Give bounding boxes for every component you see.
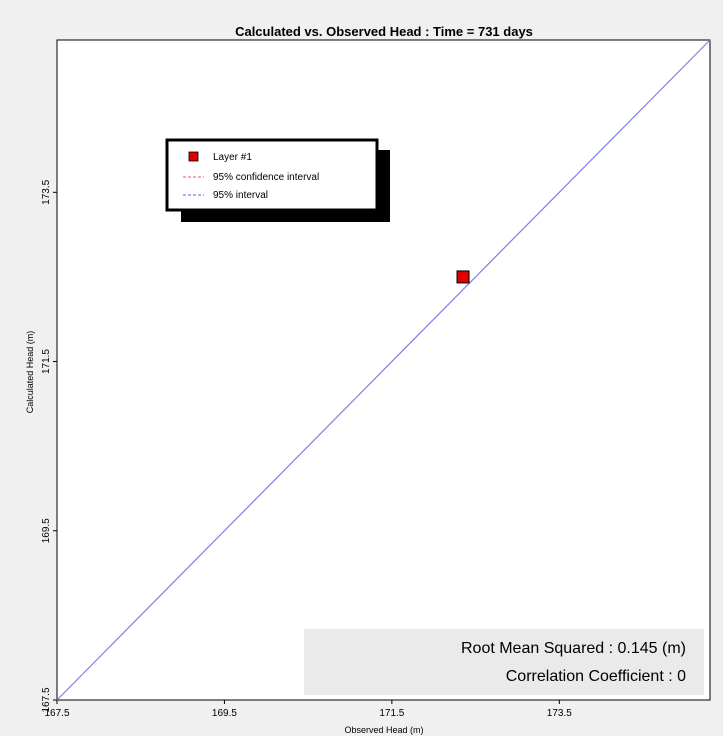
rms-value: Root Mean Squared : 0.145 (m) bbox=[461, 640, 686, 657]
x-tick-label: 171.5 bbox=[379, 708, 404, 719]
y-tick-label: 169.5 bbox=[41, 518, 52, 543]
y-tick-label: 167.5 bbox=[41, 687, 52, 712]
y-axis-label: Calculated Head (m) bbox=[25, 331, 35, 414]
legend-label-interval: 95% interval bbox=[213, 190, 268, 201]
legend-box bbox=[165, 138, 379, 212]
x-axis-label: Observed Head (m) bbox=[344, 725, 423, 735]
x-tick-label: 173.5 bbox=[547, 708, 572, 719]
legend-marker-layer-1 bbox=[188, 151, 199, 162]
stats-background bbox=[304, 629, 704, 695]
one-to-one-reference-line bbox=[56, 39, 711, 701]
legend-label-layer-1: Layer #1 bbox=[213, 152, 252, 163]
x-axis-ticks: 167.5 169.5 171.5 173.5 bbox=[44, 700, 572, 719]
y-axis-ticks: 167.5 169.5 171.5 173.5 bbox=[41, 179, 57, 713]
legend-label-confidence-interval: 95% confidence interval bbox=[213, 172, 319, 183]
data-points bbox=[456, 270, 470, 284]
legend: Layer #1 95% confidence interval 95% int… bbox=[165, 138, 390, 222]
x-tick-label: 169.5 bbox=[212, 708, 237, 719]
chart-title: Calculated vs. Observed Head : Time = 73… bbox=[235, 24, 533, 39]
y-tick-label: 173.5 bbox=[41, 179, 52, 204]
stats-box: Root Mean Squared : 0.145 (m) Correlatio… bbox=[304, 629, 704, 695]
x-tick-label: 167.5 bbox=[44, 708, 69, 719]
correlation-value: Correlation Coefficient : 0 bbox=[506, 668, 686, 685]
y-tick-label: 171.5 bbox=[41, 349, 52, 374]
data-point-layer-1 bbox=[456, 270, 470, 284]
